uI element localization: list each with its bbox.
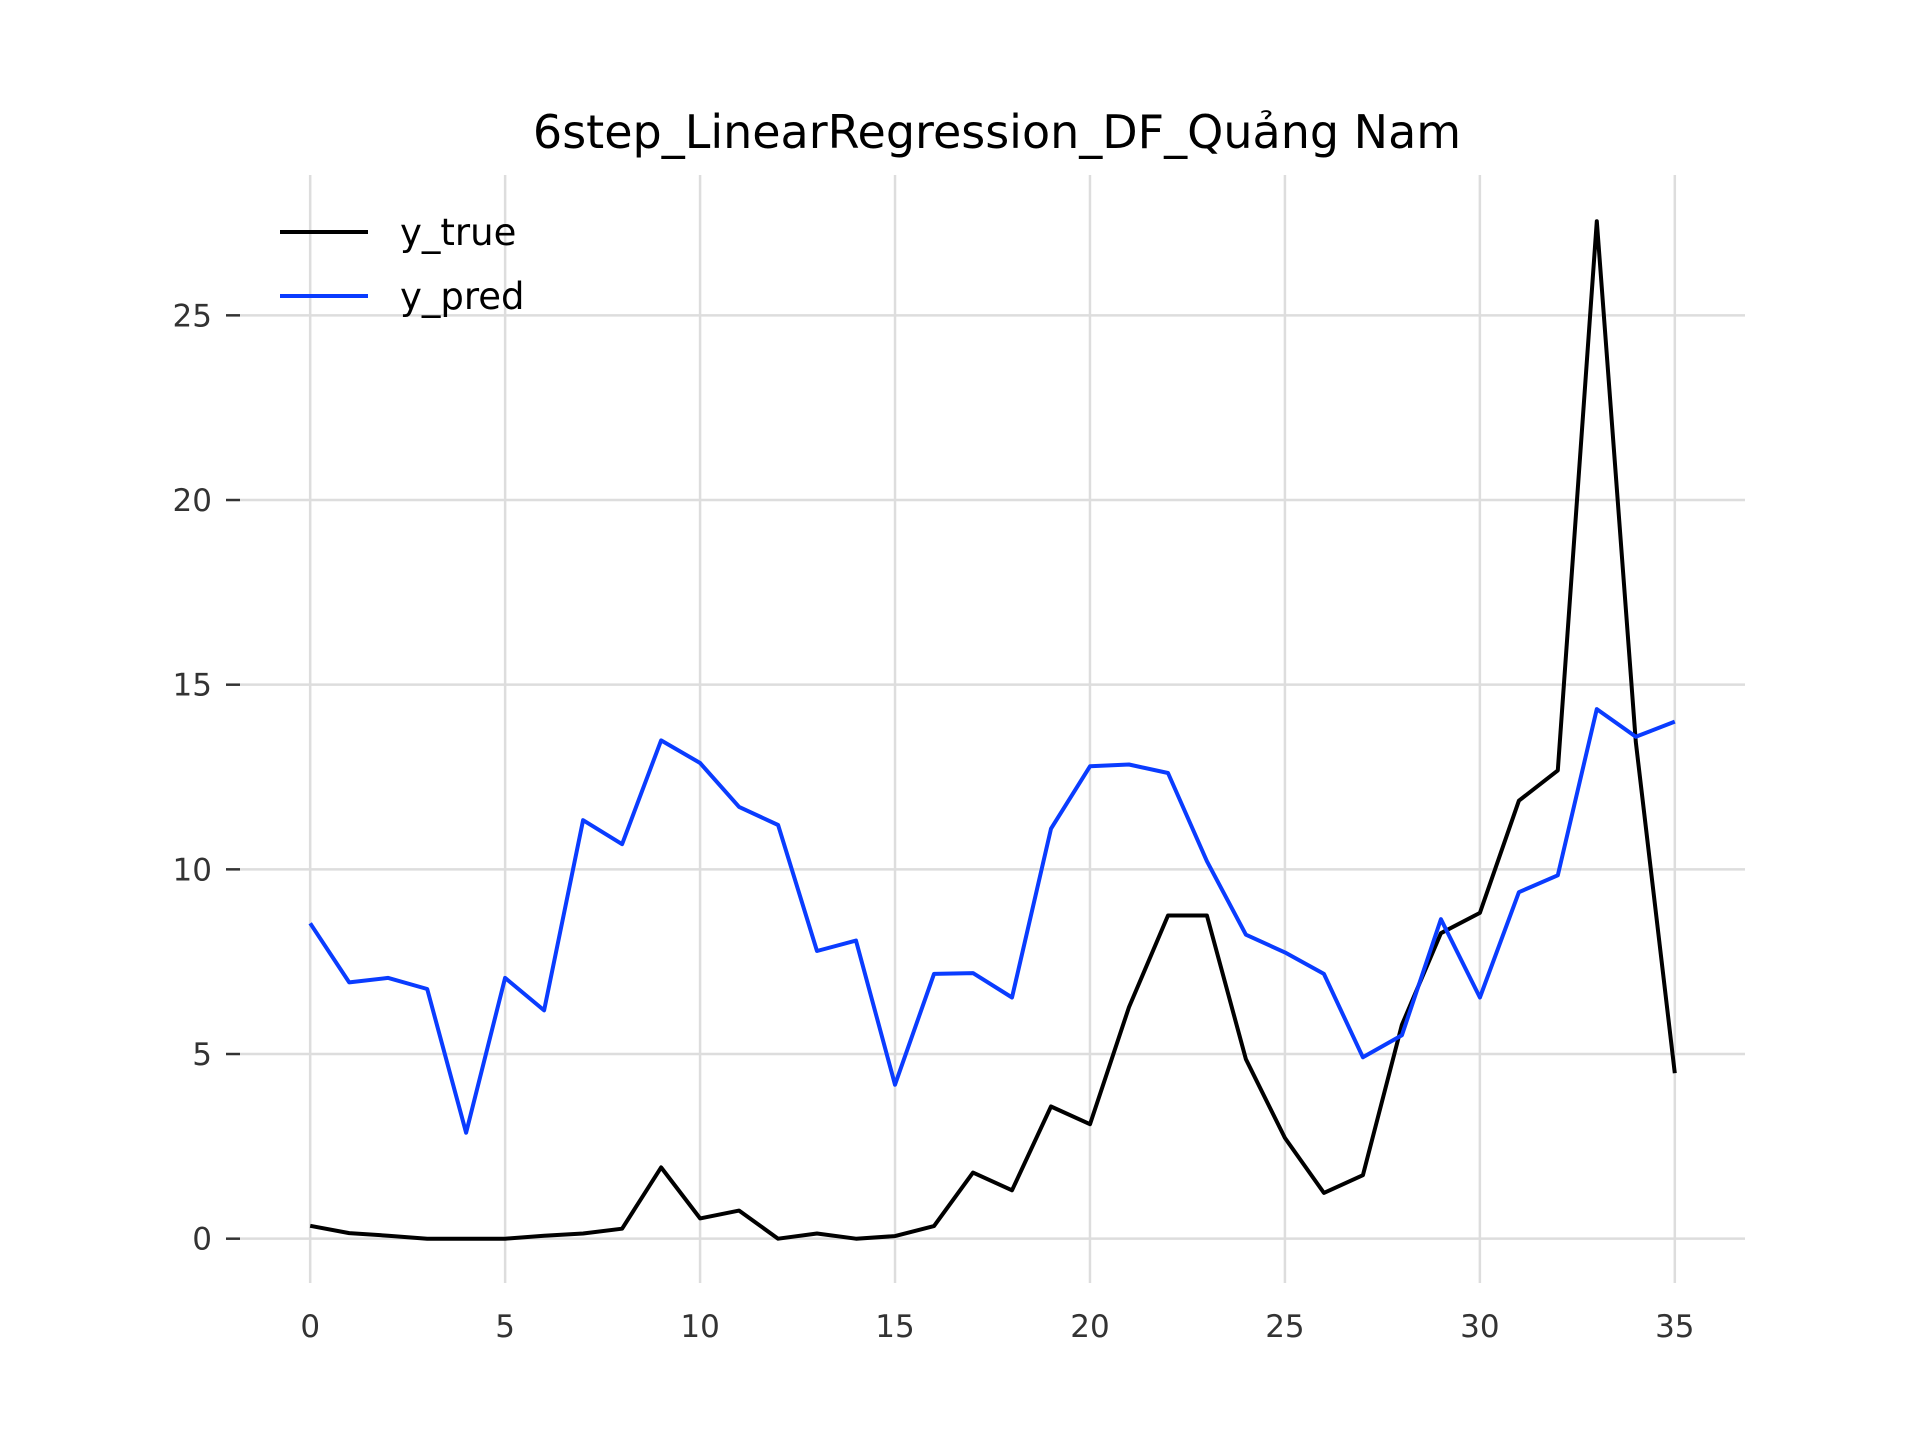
x-axis: 0 5 10 15 20 25 30 35	[300, 1309, 1694, 1345]
x-tick-label: 35	[1655, 1309, 1694, 1345]
y-tick-label: 0	[192, 1222, 212, 1258]
legend-label-y-true: y_true	[400, 211, 516, 254]
legend-label-y-pred: y_pred	[400, 275, 525, 318]
y-tick-label: 20	[173, 483, 212, 519]
x-tick-label: 5	[495, 1309, 515, 1345]
chart-title: 6step_LinearRegression_DF_Quảng Nam	[533, 105, 1461, 159]
y-tick-label: 10	[173, 852, 212, 888]
series-line-y-pred	[308, 707, 1676, 1135]
grid	[240, 175, 1745, 1283]
x-tick-label: 10	[680, 1309, 719, 1345]
x-tick-label: 25	[1265, 1309, 1304, 1345]
x-tick-label: 30	[1460, 1309, 1499, 1345]
series-layer	[308, 219, 1677, 1241]
x-tick-label: 15	[875, 1309, 914, 1345]
series-line-y-true	[309, 219, 1677, 1241]
x-tick-label: 20	[1070, 1309, 1109, 1345]
x-tick-label: 0	[300, 1309, 320, 1345]
y-tick-label: 25	[173, 298, 212, 334]
y-tick-label: 15	[173, 668, 212, 704]
legend: y_true y_pred	[280, 211, 525, 318]
y-tick-label: 5	[192, 1037, 212, 1073]
y-axis: 0 5 10 15 20 25	[173, 298, 240, 1258]
